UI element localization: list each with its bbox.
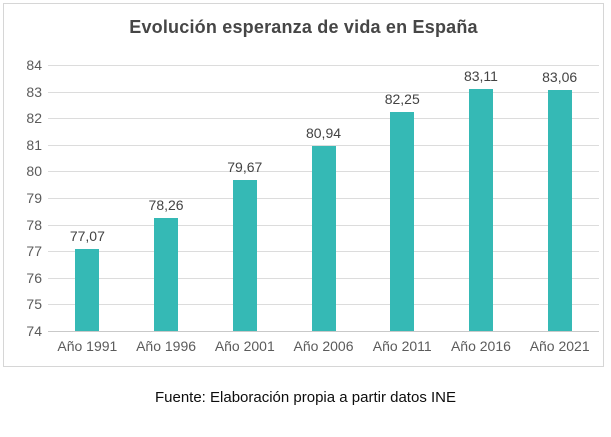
bar-group: 78,26: [127, 65, 206, 331]
gridline: [48, 65, 599, 66]
x-tick-label: Año 2011: [372, 338, 432, 354]
bar-value-label: 82,25: [384, 90, 420, 107]
bar-value-label: 83,11: [463, 67, 498, 84]
gridline: [48, 118, 599, 120]
bar-value-label: 78,26: [148, 196, 184, 213]
bar-value-label: 83,06: [542, 69, 578, 86]
y-tick-label: 84: [26, 57, 42, 73]
chart-title: Evolución esperanza de vida en España: [129, 17, 478, 37]
y-tick-label: 82: [26, 110, 42, 127]
bar-group: 80,94: [284, 65, 363, 331]
bar-group: 83,11: [442, 65, 521, 331]
bar-value-label: 79,67: [227, 159, 263, 176]
y-tick-label: 74: [26, 323, 42, 339]
gridline: [48, 91, 599, 93]
y-tick-label: 78: [26, 216, 42, 233]
y-tick-label: 77: [26, 243, 42, 260]
x-axis: Año 1991 Año 1996 Año 2001 Año 2006 Año 2011…: [48, 338, 599, 354]
source-caption: Fuente: Elaboración propia a partir dato…: [154, 389, 456, 406]
x-tick-label: Año 2006: [293, 338, 354, 354]
x-tick-label: Año 2021: [529, 338, 590, 354]
y-tick-label: 76: [26, 269, 42, 286]
y-tick-label: 80: [26, 163, 42, 180]
bar-value-label: 80,94: [305, 125, 342, 142]
bar: [232, 180, 257, 331]
bars-row: 77,07 78,26 79,67 80,94 82,25 83,11 83,06: [48, 65, 599, 331]
bar: [75, 249, 100, 331]
bar-group: 77,07: [48, 65, 127, 331]
bar: [154, 217, 179, 331]
y-tick-label: 83: [26, 83, 42, 100]
bar-group: 82,25: [363, 65, 442, 331]
y-axis: 84 83 82 81 80 79 78 77 76 75 74: [10, 57, 42, 339]
gridline: [48, 144, 599, 146]
chart-card: Evolución esperanza de vida en España 84…: [3, 3, 604, 367]
x-tick-label: Año 1996: [136, 338, 197, 354]
x-tick-label: Año 1991: [57, 338, 118, 354]
x-tick-label: Año 2001: [214, 338, 275, 354]
bar-group: 83,06: [520, 65, 599, 331]
bar-group: 79,67: [205, 65, 284, 331]
y-tick-label: 75: [26, 296, 42, 313]
bar: [547, 90, 572, 331]
y-tick-label: 81: [26, 136, 42, 153]
bar-value-label: 77,07: [69, 228, 105, 245]
gridline: [48, 331, 599, 332]
bar: [390, 111, 415, 331]
bar: [311, 146, 336, 331]
bar: [468, 88, 493, 331]
plot-area: 77,07 78,26 79,67 80,94 82,25 83,11 83,06: [48, 65, 599, 332]
y-tick-label: 79: [26, 190, 42, 206]
x-tick-label: Año 2016: [450, 338, 511, 354]
